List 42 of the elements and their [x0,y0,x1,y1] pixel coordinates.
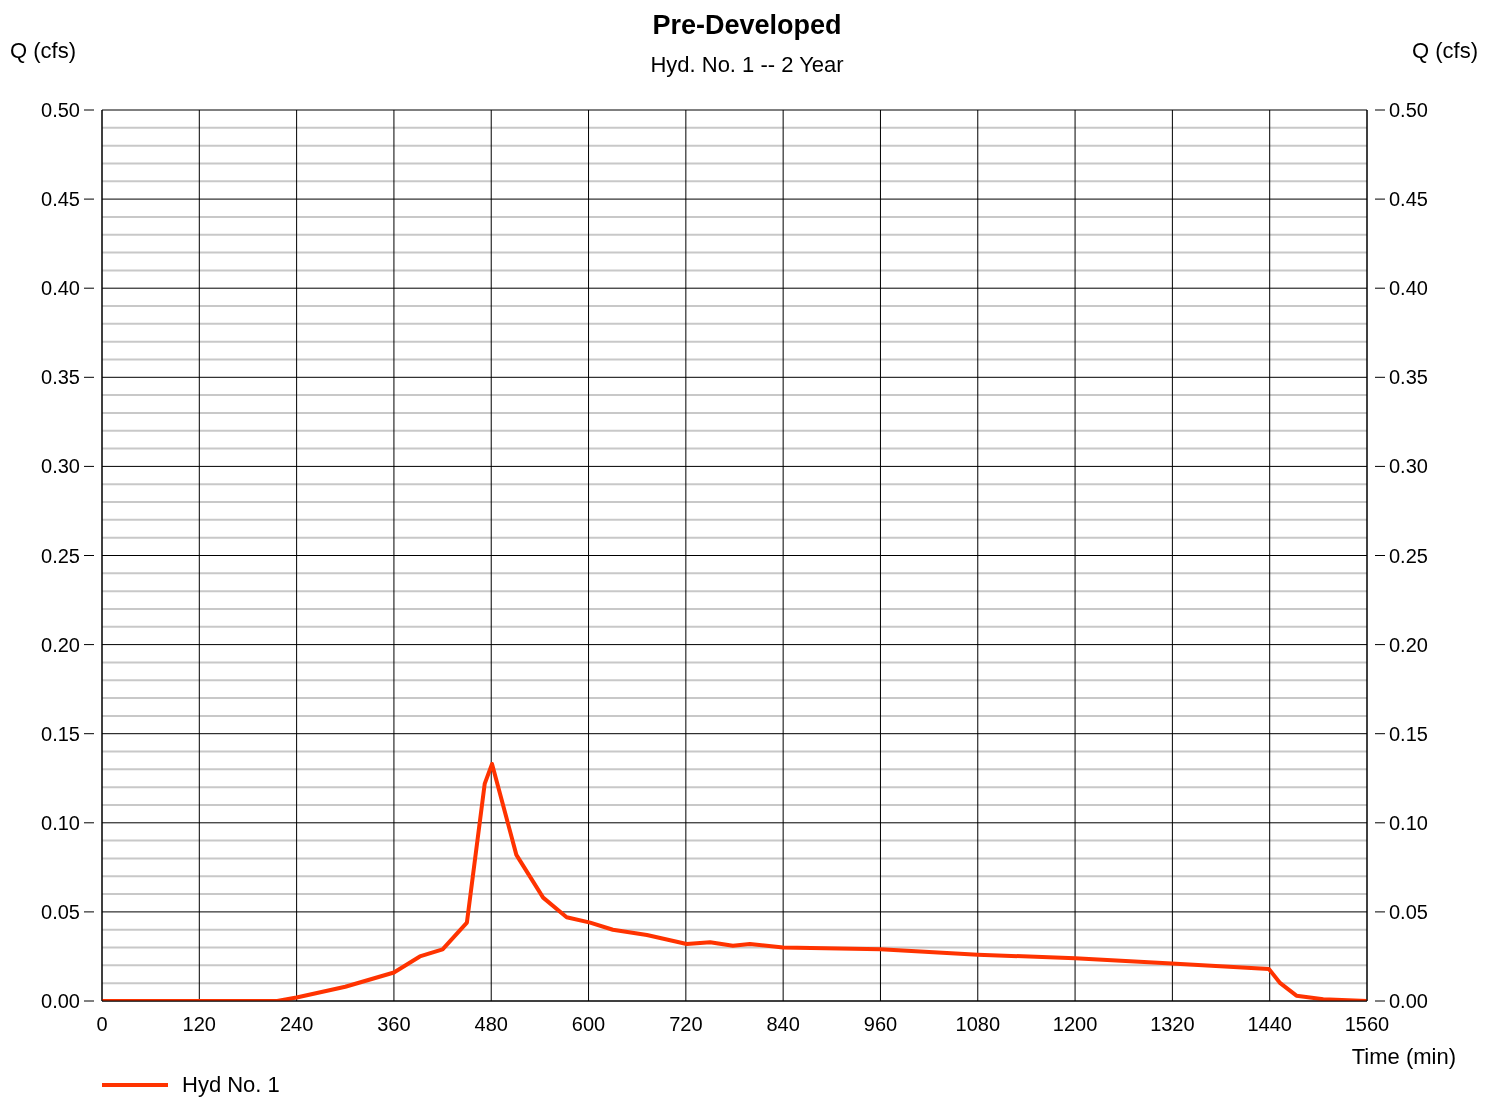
x-tick-label: 120 [182,1013,216,1035]
x-tick-label: 840 [766,1013,800,1035]
x-axis-title: Time (min) [1351,1044,1456,1070]
y2-tick-label: 0.45 [1389,188,1428,211]
y2-tick-label: 0.20 [1389,633,1428,656]
x-tick-label: 1080 [955,1013,1001,1035]
y2-tick-label: 0.05 [1389,900,1428,923]
y2-tick-label: 0.15 [1389,722,1428,745]
y-tick-label: 0.20 [41,633,80,656]
y-tick-label: 0.15 [41,722,80,745]
x-tick-label: 240 [279,1013,314,1035]
chart-title: Pre-Developed [652,10,842,40]
x-tick-label: 480 [474,1013,508,1035]
x-tick-label: 960 [863,1013,898,1035]
x-tick-label: 1560 [1344,1013,1390,1035]
x-tick-label: 720 [669,1013,703,1035]
y2-tick-label: 0.50 [1389,99,1428,121]
y-tick-label: 0.40 [41,277,80,300]
y2-tick-label: 0.25 [1389,544,1428,567]
x-tick-label: 600 [571,1013,606,1035]
y2-tick-label: 0.00 [1389,990,1428,1012]
y-tick-label: 0.25 [41,544,80,567]
y-tick-label: 0.45 [41,188,80,211]
x-tick-label: 0 [96,1013,108,1035]
chart-subtitle: Hyd. No. 1 -- 2 Year [650,52,844,77]
x-tick-label: 1320 [1150,1013,1195,1035]
x-tick-label: 1200 [1052,1013,1098,1035]
y2-tick-label: 0.40 [1389,277,1428,300]
y-tick-label: 0.00 [41,990,80,1012]
y-tick-label: 0.35 [41,366,80,389]
y2-tick-label: 0.35 [1389,366,1428,389]
x-tick-label: 360 [377,1013,411,1035]
x-tick-label: 1440 [1247,1013,1292,1035]
y2-tick-label: 0.30 [1389,455,1428,478]
y-tick-label: 0.05 [41,900,80,923]
y-tick-label: 0.50 [41,99,80,121]
y2-axis-title: Q (cfs) [1412,38,1478,64]
y-axis-title: Q (cfs) [10,38,76,64]
y-tick-label: 0.30 [41,455,80,478]
y-tick-label: 0.10 [41,811,80,834]
y2-tick-label: 0.10 [1389,811,1428,834]
legend-label: Hyd No. 1 [182,1072,280,1098]
